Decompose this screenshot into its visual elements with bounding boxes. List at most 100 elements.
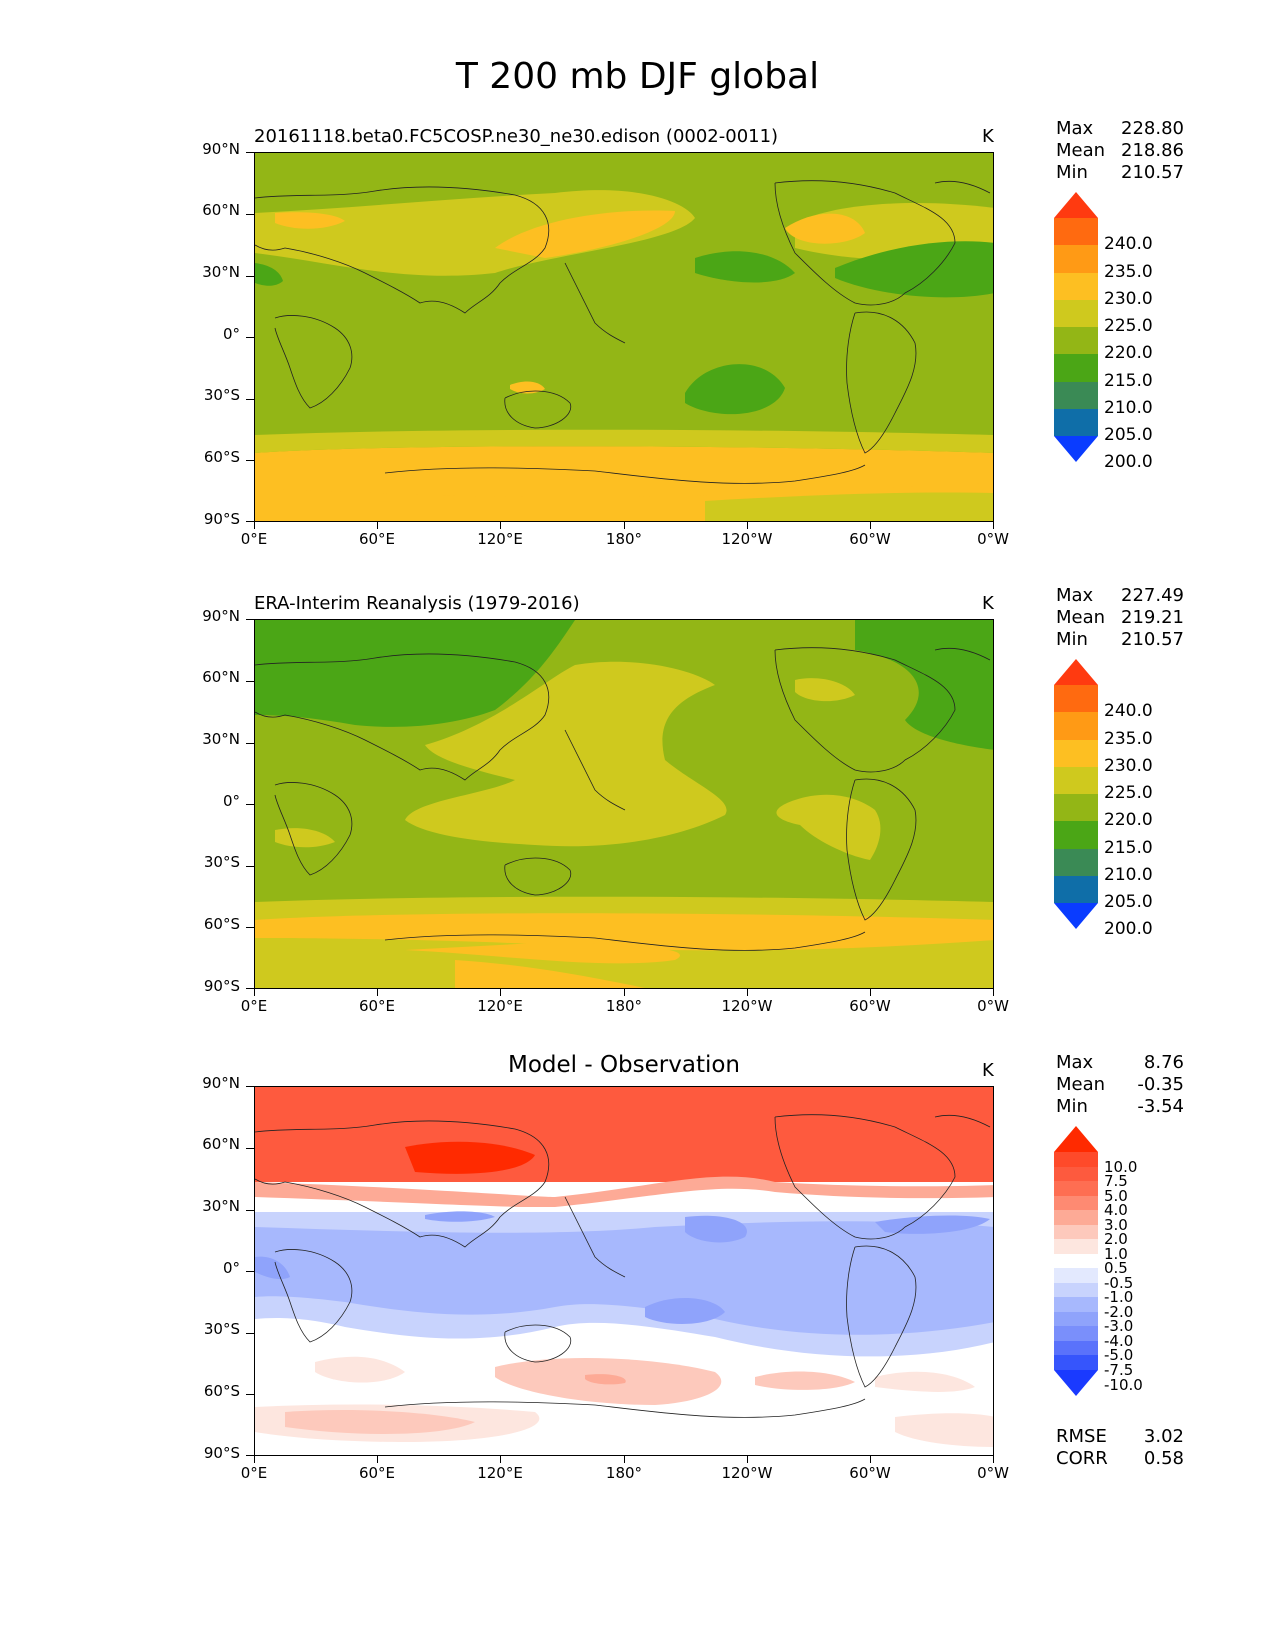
colorbar-tick-label: -0.5 <box>1104 1273 1134 1292</box>
lat-label: 0° <box>222 325 240 343</box>
colorbar-tick-label: -1.0 <box>1104 1288 1134 1307</box>
colorbar-tick-label: -5.0 <box>1104 1346 1134 1365</box>
figure-title: T 200 mb DJF global <box>455 56 820 97</box>
lat-label: 30°S <box>203 1320 240 1338</box>
lon-label: 120°W <box>721 1464 773 1482</box>
colorbar-segment <box>1054 1181 1098 1196</box>
lon-label: 120°E <box>477 530 523 548</box>
mean-value: 219.21 <box>1121 607 1184 628</box>
lon-label: 0°W <box>977 530 1009 548</box>
colorbar-segment <box>1054 1326 1098 1341</box>
lat-label: 60°N <box>202 1135 240 1153</box>
colorbar-tick-label: 205.0 <box>1104 892 1153 912</box>
lat-label: 30°N <box>202 1197 240 1215</box>
lon-label: 60°W <box>849 1464 891 1482</box>
colorbar-extend-min <box>1054 903 1098 929</box>
colorbar-tick-label: 215.0 <box>1104 370 1153 391</box>
min-value: 210.57 <box>1121 629 1184 650</box>
colorbar-tick-label: 10.0 <box>1104 1157 1138 1176</box>
colorbar-segment <box>1054 1195 1098 1211</box>
colorbar-extend-max <box>1054 192 1098 218</box>
colorbar-segment <box>1054 712 1098 740</box>
lon-label: 180° <box>605 997 643 1015</box>
colorbar-tick-label: 220.0 <box>1104 810 1153 831</box>
colorbar-segment <box>1054 1282 1098 1298</box>
colorbar-segment <box>1054 1166 1098 1182</box>
lon-label: 120°W <box>721 997 773 1015</box>
lon-label: 120°E <box>477 997 523 1015</box>
colorbar-segment <box>1054 299 1098 327</box>
colorbar-segment <box>1054 685 1098 713</box>
lat-label: 30°N <box>202 263 240 281</box>
mean-value: -0.35 <box>1137 1074 1184 1095</box>
colorbar-tick-label: -2.0 <box>1104 1302 1134 1321</box>
lon-label: 180° <box>605 530 643 548</box>
colorbar-segment <box>1054 821 1098 849</box>
lat-label: 90°N <box>202 607 240 625</box>
model-panel: 20161118.beta0.FC5COSP.ne30_ne30.edison … <box>0 118 1275 566</box>
lon-label: 0°E <box>240 530 268 548</box>
lat-label: 60°N <box>202 201 240 219</box>
colorbar-segment <box>1054 848 1098 876</box>
lon-label: 120°E <box>477 1464 523 1482</box>
diff-contour-plot <box>255 1087 993 1455</box>
colorbar-tick-label: -3.0 <box>1104 1317 1134 1336</box>
colorbar-tick-label: 7.5 <box>1104 1172 1128 1191</box>
lon-label: 0°W <box>977 1464 1009 1482</box>
corr-value: 0.58 <box>1143 1448 1184 1469</box>
colorbar-segment <box>1054 766 1098 794</box>
colorbar-tick-label: 200.0 <box>1104 919 1153 940</box>
colorbar-segment <box>1054 1239 1098 1254</box>
obs-contour-plot <box>255 620 993 988</box>
stats-block: Max 8.76 Mean -0.35 Min -3.54 <box>1056 1052 1184 1117</box>
colorbar-segment <box>1054 1210 1098 1225</box>
colorbar-tick-label: 210.0 <box>1104 397 1153 418</box>
colorbar <box>1054 659 1098 929</box>
colorbar <box>1054 1126 1098 1396</box>
colorbar-segment <box>1054 1224 1098 1240</box>
lat-label: 90°S <box>203 1444 240 1462</box>
colorbar-tick-label: 2.0 <box>1104 1230 1128 1249</box>
panel-title: ERA-Interim Reanalysis (1979-2016) <box>254 593 580 614</box>
colorbar <box>1054 192 1098 462</box>
colorbar-segment <box>1054 1268 1098 1283</box>
mean-value: 218.86 <box>1121 140 1184 161</box>
colorbar-extend-max <box>1054 659 1098 685</box>
colorbar-tick-label: -10.0 <box>1104 1375 1143 1394</box>
colorbar-tick-label: 205.0 <box>1104 425 1153 445</box>
colorbar-segment <box>1054 245 1098 273</box>
lat-label: 90°S <box>203 977 240 995</box>
lon-label: 60°E <box>358 997 396 1015</box>
colorbar-segment <box>1054 272 1098 300</box>
lat-label: 0° <box>222 792 240 810</box>
colorbar-segment <box>1054 794 1098 822</box>
panel-title: 20161118.beta0.FC5COSP.ne30_ne30.edison … <box>254 126 779 147</box>
lat-label: 30°N <box>202 730 240 748</box>
colorbar-segment <box>1054 218 1098 246</box>
colorbar-tick-label: 225.0 <box>1104 783 1153 803</box>
colorbar-tick-label: 200.0 <box>1104 452 1153 473</box>
lon-label: 120°W <box>721 530 773 548</box>
lat-label: 90°N <box>202 1074 240 1092</box>
colorbar-extend-min <box>1054 1369 1098 1396</box>
diff-map <box>254 1086 994 1456</box>
colorbar-tick-label: 230.0 <box>1104 288 1153 309</box>
colorbar-tick-label: 215.0 <box>1104 837 1153 858</box>
colorbar-extend-max <box>1054 1126 1098 1152</box>
lon-label: 180° <box>605 1464 643 1482</box>
colorbar-tick-label: 240.0 <box>1104 234 1153 255</box>
colorbar-segment <box>1054 1340 1098 1356</box>
lat-label: 60°N <box>202 668 240 686</box>
colorbar-segment <box>1054 875 1098 903</box>
colorbar-segment <box>1054 381 1098 409</box>
colorbar-segment <box>1054 1311 1098 1327</box>
max-value: 228.80 <box>1121 118 1184 139</box>
colorbar-tick-label: 240.0 <box>1104 701 1153 722</box>
stats-block: Max 227.49 Mean 219.21 Min 210.57 <box>1056 585 1184 650</box>
lat-label: 0° <box>222 1259 240 1277</box>
lat-label: 60°S <box>203 915 240 933</box>
obs-panel: ERA-Interim Reanalysis (1979-2016) K <box>0 585 1275 1033</box>
min-value: 210.57 <box>1121 162 1184 183</box>
units-label: K <box>982 593 994 614</box>
colorbar-segment <box>1054 327 1098 355</box>
